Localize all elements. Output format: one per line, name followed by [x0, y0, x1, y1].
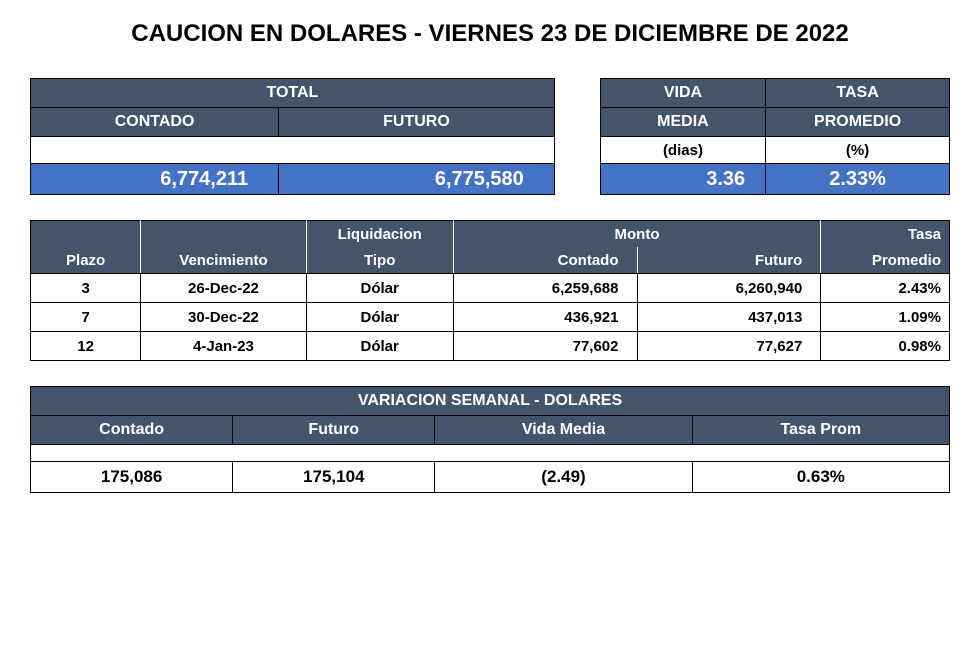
table-cell: 12 [31, 332, 141, 361]
table-cell: Dólar [306, 274, 453, 303]
summary-pct-unit: (%) [766, 137, 950, 164]
table-cell: 77,627 [637, 332, 821, 361]
table-cell: 77,602 [453, 332, 637, 361]
table-cell: 437,013 [637, 303, 821, 332]
table-row: 124-Jan-23Dólar77,60277,6270.98% [31, 332, 950, 361]
summary-tasa-header: TASA [766, 79, 950, 108]
detail-tbody: 326-Dec-22Dólar6,259,6886,260,9402.43%73… [31, 274, 950, 361]
table-cell: 436,921 [453, 303, 637, 332]
table-cell: Dólar [306, 303, 453, 332]
detail-promedio-header: Promedio [821, 247, 950, 274]
table-cell: 4-Jan-23 [141, 332, 306, 361]
summary-tasapromedio-value: 2.33% [766, 164, 950, 195]
weekly-title: VARIACION SEMANAL - DOLARES [31, 387, 950, 416]
detail-tipo-header: Tipo [306, 247, 453, 274]
summary-media-header: MEDIA [600, 108, 765, 137]
table-cell: 1.09% [821, 303, 950, 332]
detail-table: Liquidacion Monto Tasa Plazo Vencimiento… [30, 220, 950, 361]
detail-futuro-header: Futuro [637, 247, 821, 274]
summary-dias-unit: (dias) [600, 137, 765, 164]
summary-total-header: TOTAL [31, 79, 555, 108]
table-cell: 6,259,688 [453, 274, 637, 303]
summary-table: TOTAL VIDA TASA CONTADO FUTURO MEDIA PRO… [30, 78, 950, 195]
detail-vencimiento-header: Vencimiento [141, 247, 306, 274]
summary-contado-header: CONTADO [31, 108, 279, 137]
detail-contado-header: Contado [453, 247, 637, 274]
table-cell: Dólar [306, 332, 453, 361]
table-cell: 0.98% [821, 332, 950, 361]
weekly-vidamedia-header: Vida Media [435, 416, 692, 445]
table-cell: 3 [31, 274, 141, 303]
table-cell: 30-Dec-22 [141, 303, 306, 332]
weekly-table: VARIACION SEMANAL - DOLARES Contado Futu… [30, 386, 950, 493]
page-title: CAUCION EN DOLARES - VIERNES 23 DE DICIE… [30, 20, 950, 48]
table-cell: 6,260,940 [637, 274, 821, 303]
weekly-contado-value: 175,086 [31, 462, 233, 493]
weekly-vidamedia-value: (2.49) [435, 462, 692, 493]
summary-futuro-value: 6,775,580 [279, 164, 555, 195]
summary-promedio-header: PROMEDIO [766, 108, 950, 137]
summary-futuro-header: FUTURO [279, 108, 555, 137]
table-cell: 2.43% [821, 274, 950, 303]
detail-monto-header: Monto [453, 221, 821, 248]
summary-vidamedia-value: 3.36 [600, 164, 765, 195]
table-cell: 7 [31, 303, 141, 332]
detail-tasa-header: Tasa [821, 221, 950, 248]
table-row: 730-Dec-22Dólar436,921437,0131.09% [31, 303, 950, 332]
summary-vida-header: VIDA [600, 79, 765, 108]
weekly-tasaprom-header: Tasa Prom [692, 416, 949, 445]
detail-liquidacion-header: Liquidacion [306, 221, 453, 248]
weekly-futuro-value: 175,104 [233, 462, 435, 493]
weekly-futuro-header: Futuro [233, 416, 435, 445]
weekly-contado-header: Contado [31, 416, 233, 445]
table-cell: 26-Dec-22 [141, 274, 306, 303]
table-row: 326-Dec-22Dólar6,259,6886,260,9402.43% [31, 274, 950, 303]
weekly-tasaprom-value: 0.63% [692, 462, 949, 493]
detail-plazo-header: Plazo [31, 247, 141, 274]
summary-contado-value: 6,774,211 [31, 164, 279, 195]
